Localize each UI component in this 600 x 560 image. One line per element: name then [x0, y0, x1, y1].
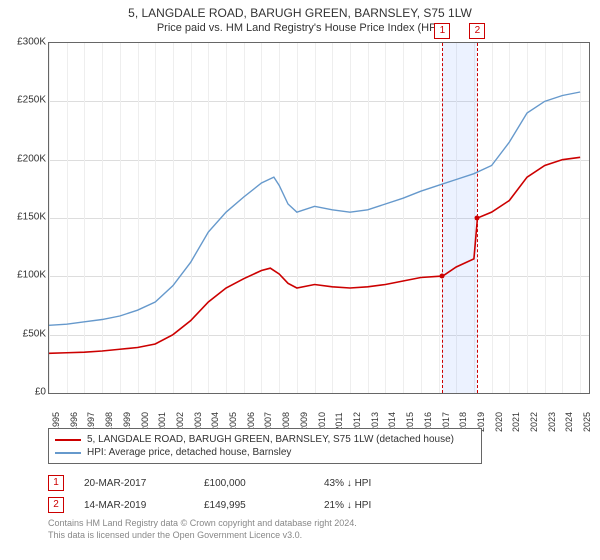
y-axis-label: £250K [2, 95, 46, 106]
legend-label: 5, LANGDALE ROAD, BARUGH GREEN, BARNSLEY… [87, 434, 454, 445]
transaction-price: £100,000 [204, 478, 304, 489]
legend: 5, LANGDALE ROAD, BARUGH GREEN, BARNSLEY… [48, 428, 482, 464]
transaction-delta: 21% ↓ HPI [324, 500, 424, 511]
footer-line-2: This data is licensed under the Open Gov… [48, 530, 357, 542]
series-hpi [49, 92, 580, 325]
x-axis-label: 2024 [564, 412, 574, 432]
y-axis-label: £200K [2, 153, 46, 164]
y-axis-label: £300K [2, 37, 46, 48]
x-axis-label: 2023 [547, 412, 557, 432]
transaction-delta: 43% ↓ HPI [324, 478, 424, 489]
y-axis-label: £100K [2, 270, 46, 281]
x-axis-label: 2020 [494, 412, 504, 432]
footer-line-1: Contains HM Land Registry data © Crown c… [48, 518, 357, 530]
event-box: 1 [434, 23, 450, 39]
transaction-id-box: 2 [48, 497, 64, 513]
footer-text: Contains HM Land Registry data © Crown c… [48, 518, 357, 541]
transactions-table: 1 20-MAR-2017 £100,000 43% ↓ HPI 2 14-MAR-201… [48, 472, 424, 516]
x-axis-label: 2022 [529, 412, 539, 432]
y-axis-label: £150K [2, 212, 46, 223]
x-axis-label: 2025 [582, 412, 592, 432]
legend-label: HPI: Average price, detached house, Barn… [87, 447, 291, 458]
legend-item: 5, LANGDALE ROAD, BARUGH GREEN, BARNSLEY… [55, 433, 475, 446]
series-property_price [49, 157, 580, 353]
transaction-row: 1 20-MAR-2017 £100,000 43% ↓ HPI [48, 472, 424, 494]
chart-title-1: 5, LANGDALE ROAD, BARUGH GREEN, BARNSLEY… [0, 0, 600, 20]
event-box: 2 [469, 23, 485, 39]
transaction-price: £149,995 [204, 500, 304, 511]
transaction-id-box: 1 [48, 475, 64, 491]
chart-title-2: Price paid vs. HM Land Registry's House … [0, 20, 600, 34]
transaction-date: 14-MAR-2019 [84, 500, 184, 511]
x-axis-label: 2021 [511, 412, 521, 432]
y-axis-label: £0 [2, 387, 46, 398]
legend-item: HPI: Average price, detached house, Barn… [55, 446, 475, 459]
chart-plot-area: 12 [48, 42, 590, 394]
legend-swatch [55, 452, 81, 454]
legend-swatch [55, 439, 81, 441]
transaction-row: 2 14-MAR-2019 £149,995 21% ↓ HPI [48, 494, 424, 516]
transaction-date: 20-MAR-2017 [84, 478, 184, 489]
y-axis-label: £50K [2, 328, 46, 339]
